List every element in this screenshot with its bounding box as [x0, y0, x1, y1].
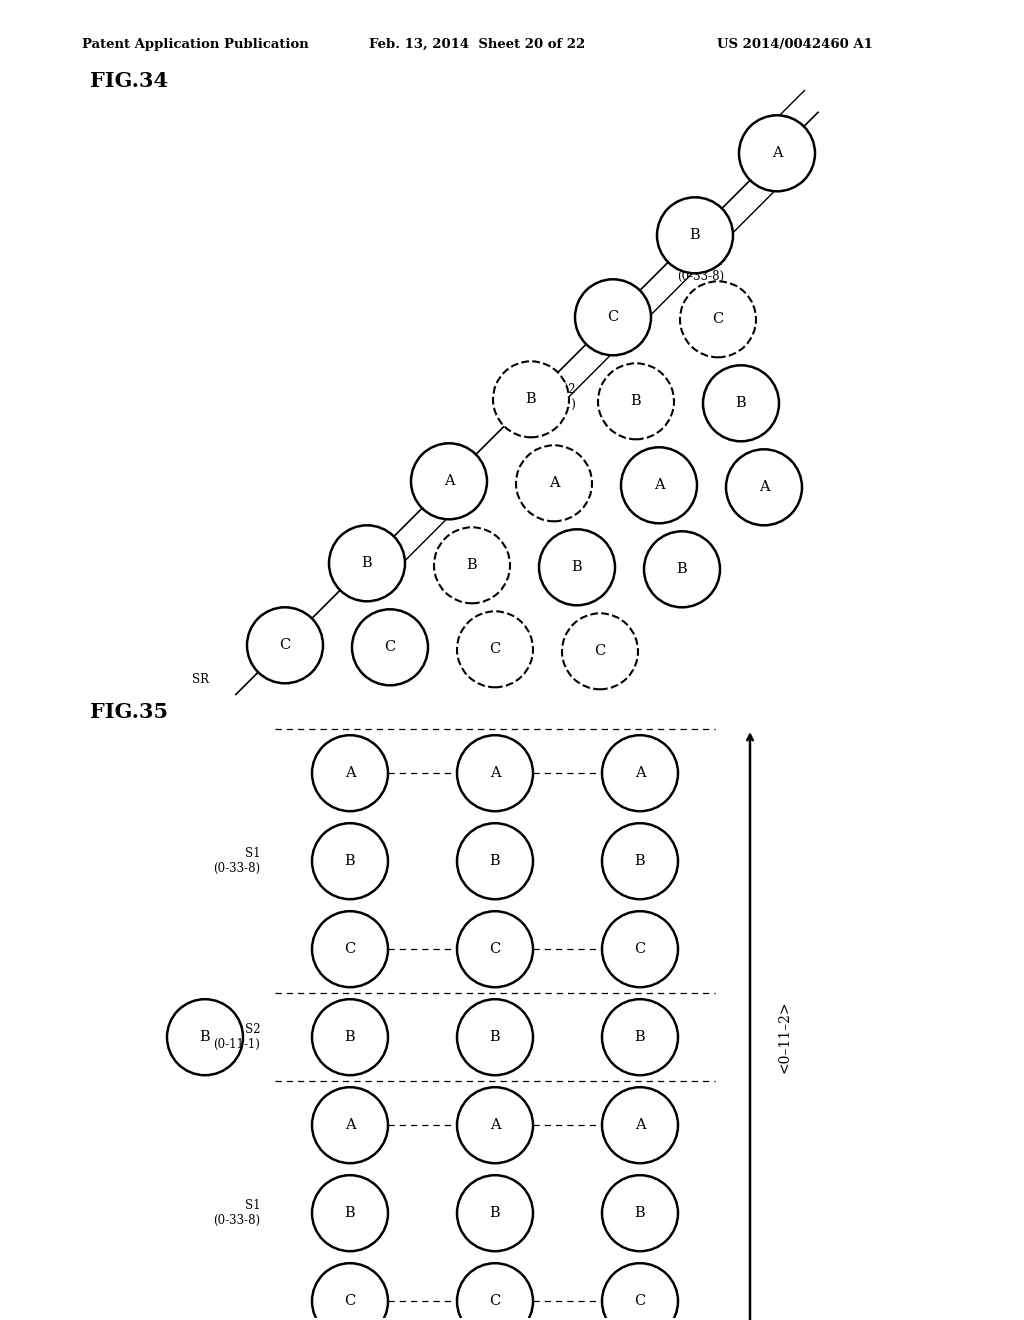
Circle shape	[457, 999, 534, 1076]
Text: A: A	[443, 474, 455, 488]
Circle shape	[657, 197, 733, 273]
Text: B: B	[635, 1206, 645, 1220]
Circle shape	[312, 824, 388, 899]
Text: S2
(0-11-1): S2 (0-11-1)	[213, 1023, 260, 1051]
Text: C: C	[635, 1294, 645, 1308]
Text: B: B	[571, 560, 583, 574]
Text: B: B	[690, 228, 700, 243]
Text: B: B	[635, 1030, 645, 1044]
Circle shape	[411, 444, 487, 519]
Text: A: A	[759, 480, 769, 494]
Text: A: A	[549, 477, 559, 490]
Circle shape	[680, 281, 756, 358]
Text: A: A	[653, 478, 665, 492]
Text: C: C	[384, 640, 395, 655]
Text: B: B	[345, 1030, 355, 1044]
Text: B: B	[677, 562, 687, 577]
Circle shape	[457, 1263, 534, 1320]
Text: A: A	[345, 1118, 355, 1133]
Circle shape	[312, 911, 388, 987]
Circle shape	[434, 527, 510, 603]
Circle shape	[457, 1175, 534, 1251]
Text: C: C	[489, 1294, 501, 1308]
Circle shape	[539, 529, 615, 606]
Text: FIG.35: FIG.35	[90, 702, 168, 722]
Text: B: B	[631, 395, 641, 408]
Circle shape	[602, 911, 678, 987]
Circle shape	[457, 611, 534, 688]
Text: A: A	[489, 1118, 501, 1133]
Circle shape	[516, 445, 592, 521]
Circle shape	[457, 735, 534, 812]
Text: B: B	[467, 558, 477, 573]
Circle shape	[602, 1263, 678, 1320]
Circle shape	[312, 1263, 388, 1320]
Circle shape	[602, 824, 678, 899]
Circle shape	[575, 280, 651, 355]
Text: <0–11–2>: <0–11–2>	[778, 1001, 792, 1073]
Text: A: A	[635, 1118, 645, 1133]
Circle shape	[602, 1088, 678, 1163]
Circle shape	[703, 366, 779, 441]
Text: S1
(0-33-8): S1 (0-33-8)	[335, 548, 382, 576]
Text: S1
(0-33-8): S1 (0-33-8)	[213, 1199, 260, 1228]
Text: B: B	[635, 854, 645, 869]
Circle shape	[457, 911, 534, 987]
Text: A: A	[489, 766, 501, 780]
Circle shape	[602, 1175, 678, 1251]
Text: C: C	[280, 639, 291, 652]
Circle shape	[457, 824, 534, 899]
Text: C: C	[489, 942, 501, 956]
Text: C: C	[713, 313, 724, 326]
Text: B: B	[489, 1030, 501, 1044]
Text: B: B	[489, 854, 501, 869]
Circle shape	[312, 999, 388, 1076]
Text: B: B	[489, 1206, 501, 1220]
Circle shape	[247, 607, 323, 684]
Circle shape	[644, 532, 720, 607]
Text: C: C	[344, 942, 355, 956]
Circle shape	[312, 735, 388, 812]
Text: FIG.34: FIG.34	[90, 71, 168, 91]
Text: Feb. 13, 2014  Sheet 20 of 22: Feb. 13, 2014 Sheet 20 of 22	[369, 37, 585, 50]
Circle shape	[312, 1175, 388, 1251]
Text: Patent Application Publication: Patent Application Publication	[82, 37, 308, 50]
Text: B: B	[345, 1206, 355, 1220]
Text: C: C	[344, 1294, 355, 1308]
Circle shape	[602, 735, 678, 812]
Circle shape	[739, 115, 815, 191]
Circle shape	[457, 1088, 534, 1163]
Text: B: B	[735, 396, 746, 411]
Text: A: A	[345, 766, 355, 780]
Text: C: C	[607, 310, 618, 325]
Text: C: C	[594, 644, 605, 659]
Circle shape	[562, 614, 638, 689]
Circle shape	[493, 362, 569, 437]
Text: B: B	[200, 1030, 210, 1044]
Text: A: A	[635, 766, 645, 780]
Text: S1
(0-33-8): S1 (0-33-8)	[213, 847, 260, 875]
Text: A: A	[772, 147, 782, 160]
Text: SR: SR	[191, 673, 209, 685]
Text: B: B	[345, 854, 355, 869]
Circle shape	[167, 999, 243, 1076]
Circle shape	[598, 363, 674, 440]
Circle shape	[621, 447, 697, 523]
Circle shape	[726, 449, 802, 525]
Text: S1
(0-33-8): S1 (0-33-8)	[677, 255, 724, 284]
Circle shape	[352, 610, 428, 685]
Text: C: C	[489, 643, 501, 656]
Text: C: C	[635, 942, 645, 956]
Circle shape	[312, 1088, 388, 1163]
Circle shape	[602, 999, 678, 1076]
Text: US 2014/0042460 A1: US 2014/0042460 A1	[717, 37, 872, 50]
Text: B: B	[525, 392, 537, 407]
Circle shape	[329, 525, 406, 602]
Text: B: B	[361, 556, 373, 570]
Text: S2
(0-11-1): S2 (0-11-1)	[529, 383, 575, 412]
